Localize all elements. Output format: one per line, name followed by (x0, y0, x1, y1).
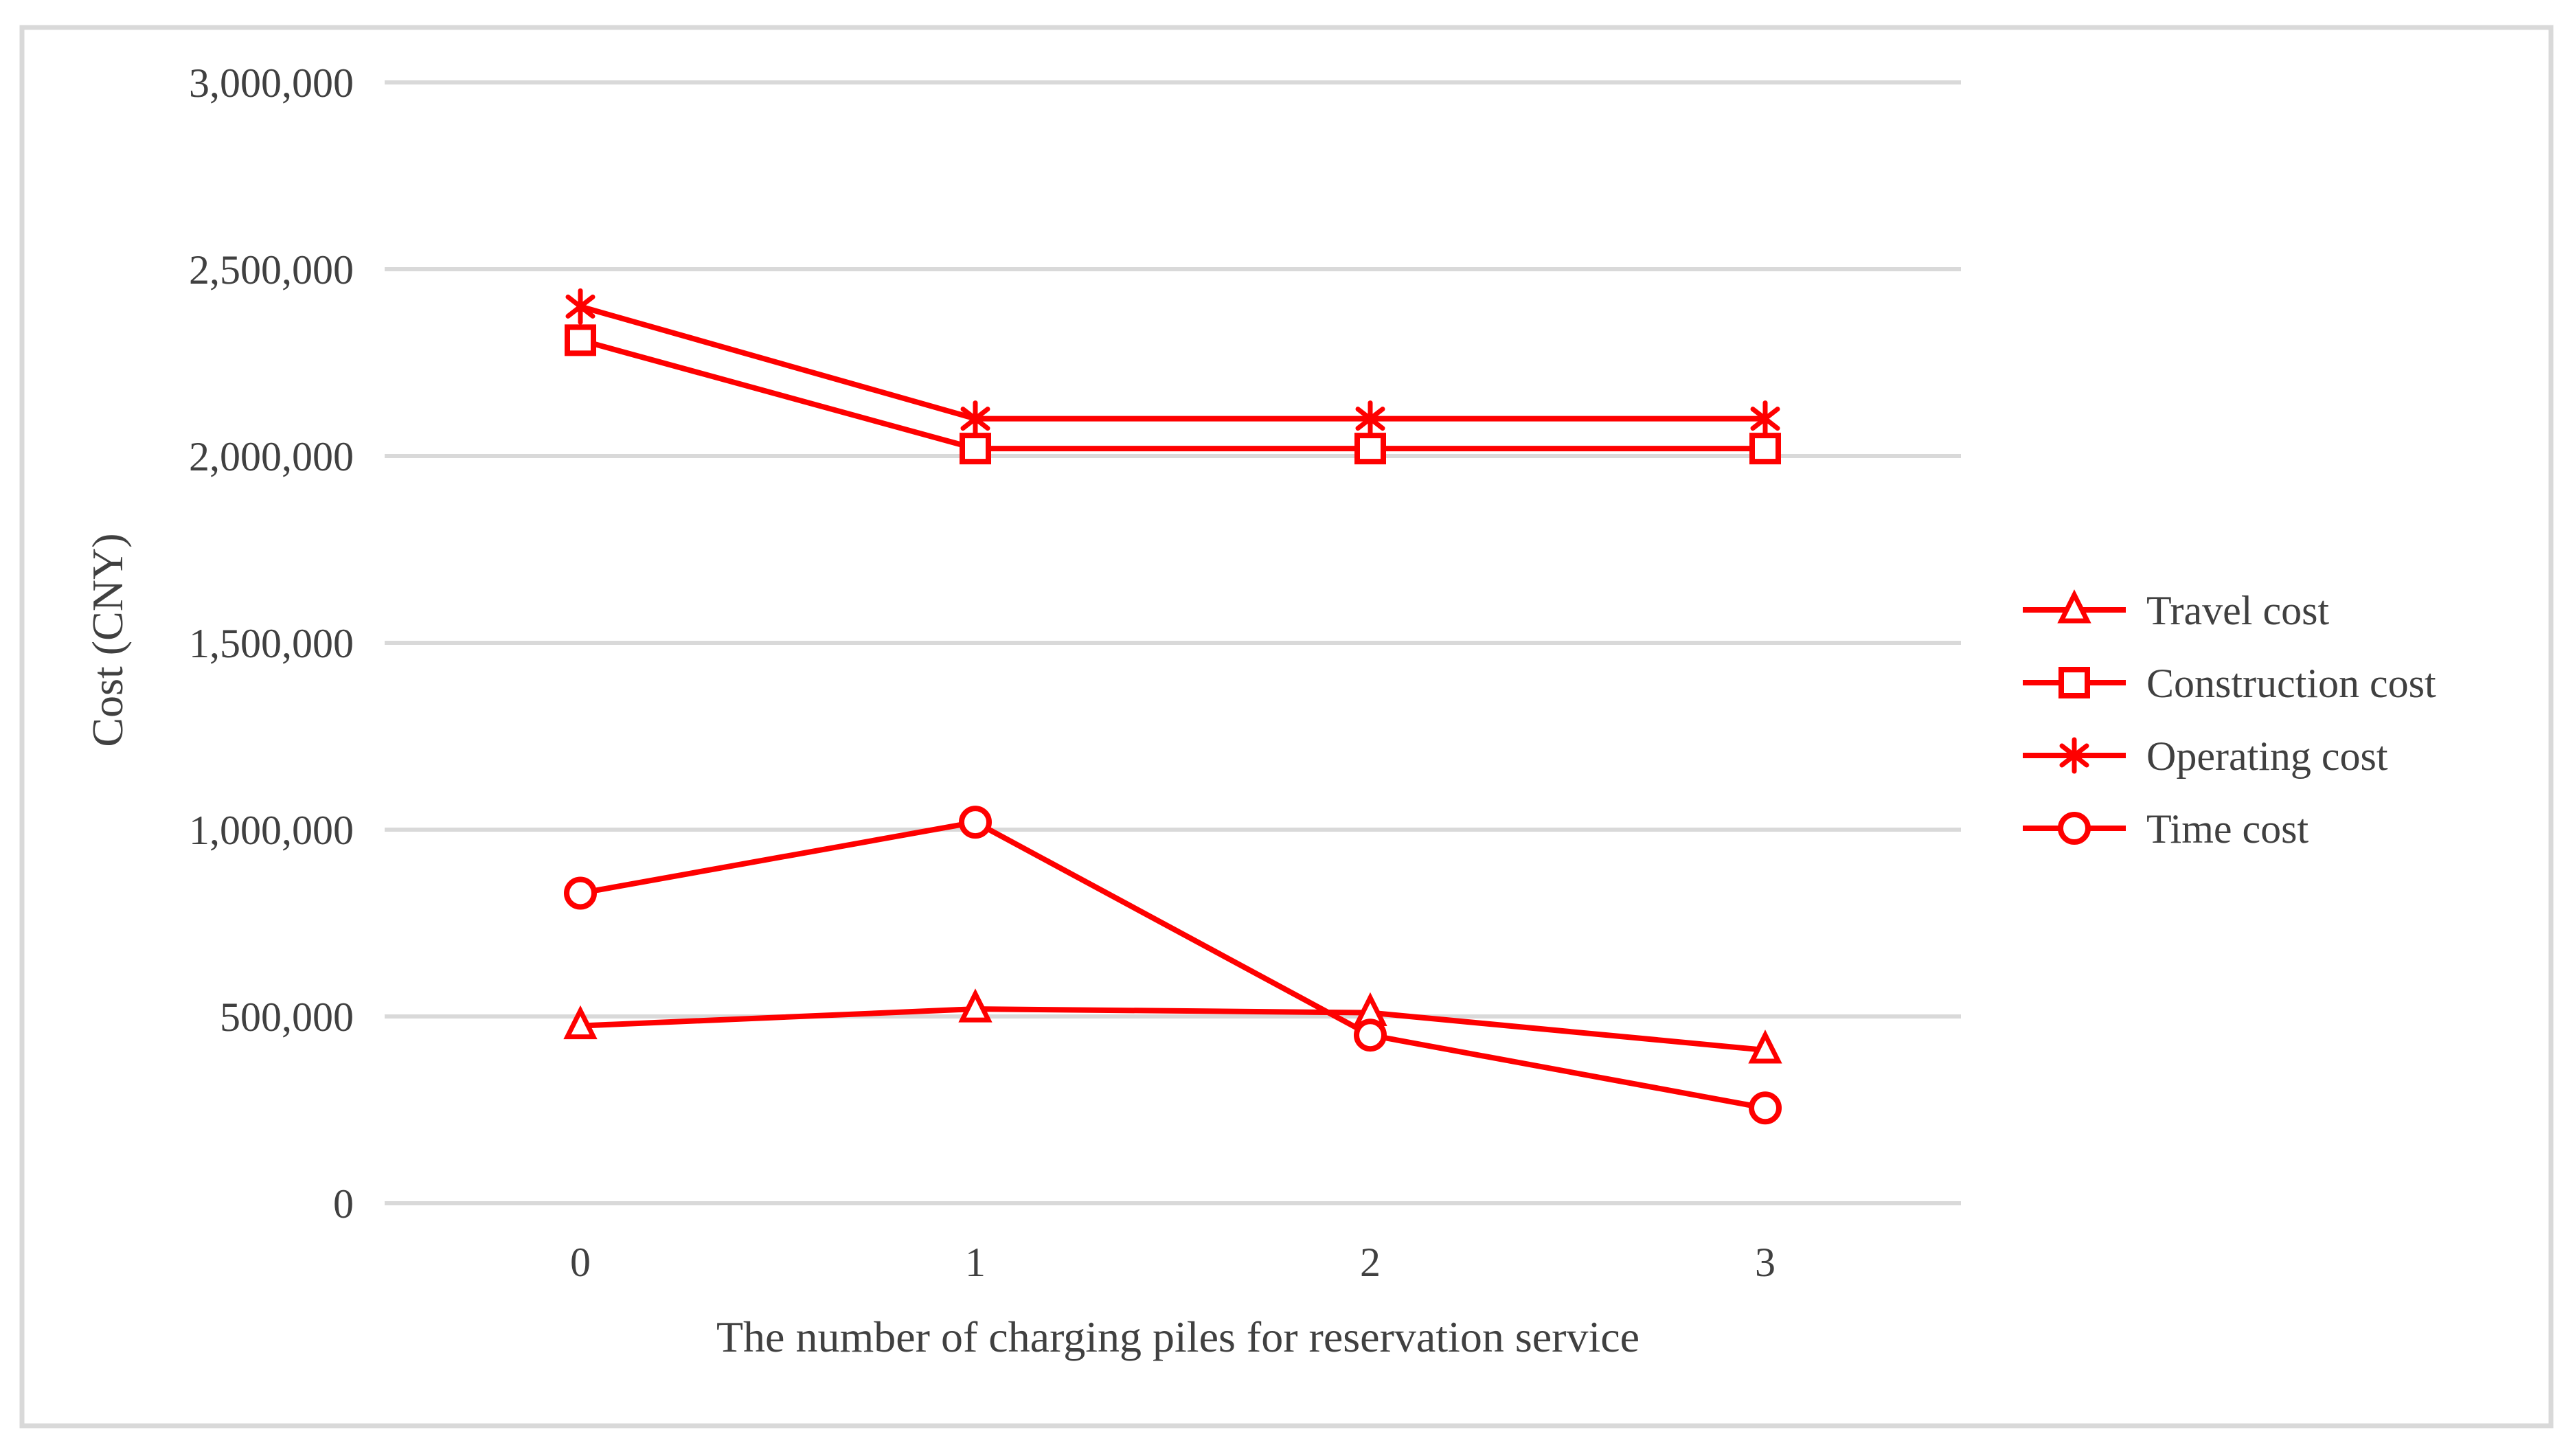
triangle-marker (1748, 1030, 1782, 1064)
gridlines (385, 80, 1961, 1205)
circle-marker (1749, 1091, 1782, 1125)
square-marker (565, 324, 596, 356)
series-line (580, 819, 1766, 1111)
triangle-marker (2057, 589, 2091, 624)
series-time-cost (564, 806, 1782, 1125)
x-tick-label: 2 (1360, 1240, 1381, 1285)
legend-label: Operating cost (2146, 733, 2388, 779)
square-marker (1749, 433, 1781, 465)
asterisk-marker (565, 288, 595, 325)
y-tick-label: 2,000,000 (189, 434, 354, 479)
figure-border (19, 25, 2554, 1429)
x-tick-label: 0 (570, 1240, 591, 1285)
legend-entry-construction-cost: Construction cost (2023, 661, 2436, 706)
legend-label: Travel cost (2146, 588, 2329, 633)
asterisk-marker (960, 400, 990, 437)
square-marker (2058, 667, 2090, 698)
circle-marker (959, 806, 992, 839)
y-tick-label: 2,500,000 (189, 247, 354, 293)
y-tick-label: 500,000 (220, 994, 354, 1040)
legend-label: Construction cost (2146, 661, 2436, 706)
legend-entry-operating-cost: Operating cost (2023, 733, 2388, 779)
triangle-marker (958, 988, 992, 1023)
legend: Travel cost Construction cost Operating co… (2023, 588, 2436, 852)
x-axis-tick-labels: 0 1 2 3 (570, 1240, 1776, 1285)
x-tick-label: 3 (1755, 1240, 1776, 1285)
y-tick-label: 1,500,000 (189, 621, 354, 666)
square-marker (1354, 433, 1386, 465)
y-axis-tick-labels: 3,000,000 2,500,000 2,000,000 1,500,000 1,00… (189, 60, 354, 1227)
series-operating-cost (565, 288, 1780, 437)
series-construction-cost (565, 324, 1781, 465)
y-tick-label: 3,000,000 (189, 60, 354, 106)
series-line (579, 304, 1765, 422)
legend-entry-time-cost: Time cost (2023, 806, 2309, 852)
series-line (579, 337, 1765, 452)
square-marker (960, 433, 991, 465)
circle-marker (2058, 812, 2091, 845)
triangle-marker (563, 1005, 598, 1040)
x-axis-title: The number of charging piles for reserva… (716, 1312, 1640, 1361)
y-tick-label: 1,000,000 (189, 808, 354, 853)
y-tick-label: 0 (333, 1181, 354, 1227)
asterisk-marker (1355, 400, 1385, 437)
series-layer (563, 288, 1782, 1125)
asterisk-marker (1750, 400, 1780, 437)
circle-marker (564, 876, 597, 910)
asterisk-marker (2059, 737, 2089, 774)
y-axis-title: Cost (CNY) (83, 533, 132, 747)
circle-marker (1354, 1019, 1387, 1052)
legend-label: Time cost (2146, 806, 2309, 852)
series-line (580, 1006, 1766, 1053)
series-travel-cost (563, 988, 1782, 1064)
x-tick-label: 1 (965, 1240, 986, 1285)
legend-entry-travel-cost: Travel cost (2023, 588, 2329, 633)
